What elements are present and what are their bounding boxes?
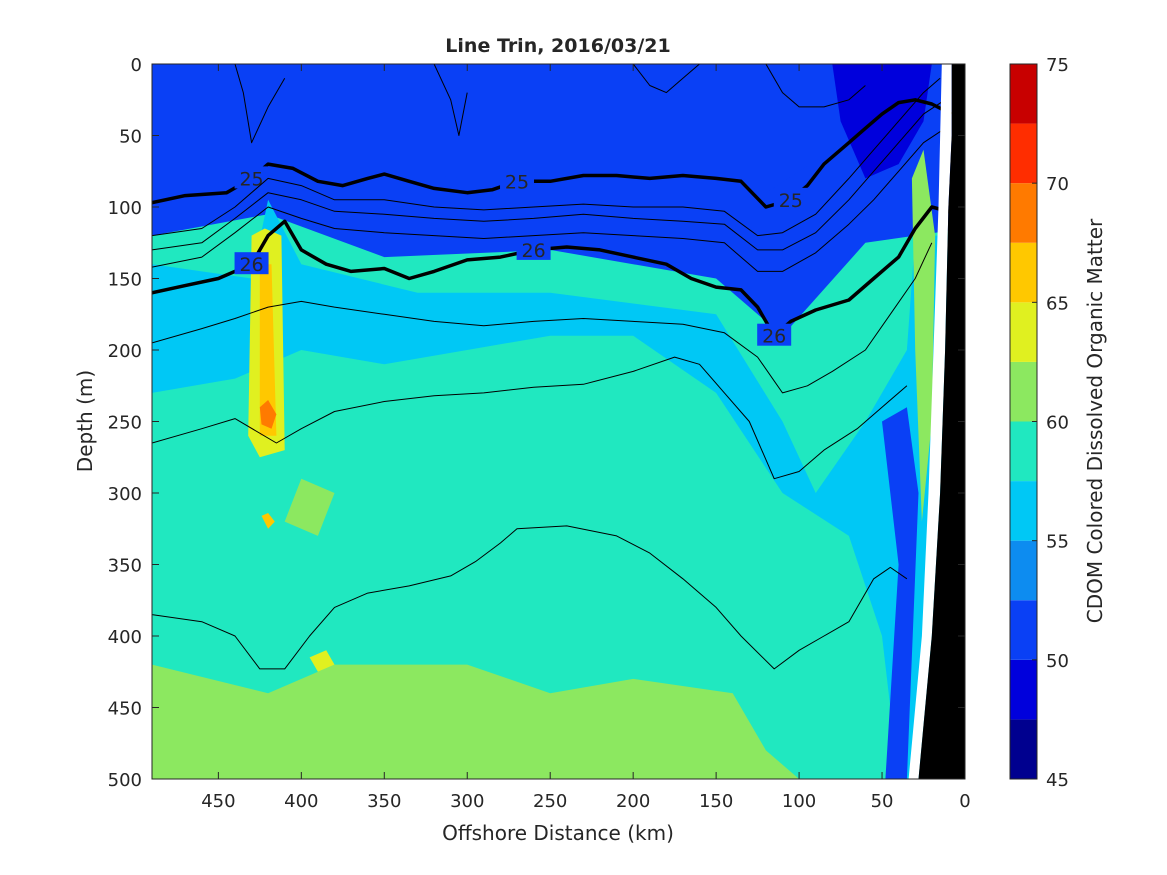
contour-fill-region-1 — [152, 64, 866, 207]
colorbar — [1010, 64, 1037, 779]
contour-fill-region-5 — [152, 664, 800, 779]
x-tick-label: 450 — [201, 791, 235, 812]
contour-label-bg — [500, 169, 535, 192]
contour-line-3 — [152, 99, 946, 251]
contour-fill-region-11 — [261, 513, 275, 529]
x-tick-label: 350 — [367, 791, 401, 812]
colorbar-tick-label: 75 — [1046, 55, 1069, 76]
contour-label-1-0: 26 — [239, 254, 263, 276]
x-tick-label: 200 — [616, 791, 650, 812]
contour-line-10 — [632, 64, 700, 94]
y-tick-label: 100 — [108, 198, 142, 219]
x-tick-label: 0 — [959, 791, 970, 812]
x-axis-label: Offshore Distance (km) — [442, 821, 674, 845]
contour-line-5 — [152, 242, 933, 394]
colorbar-band-8 — [1010, 242, 1037, 303]
colorbar-tick-label: 70 — [1046, 174, 1069, 195]
contour-label-bg — [516, 237, 551, 260]
contour-label-1-2: 26 — [762, 326, 786, 348]
contour-fill-region-10 — [259, 400, 277, 429]
colorbar-band-7 — [1010, 302, 1037, 362]
y-tick-label: 250 — [108, 413, 142, 434]
contour-label-bg — [234, 166, 269, 189]
contour-label-bg — [234, 252, 269, 275]
colorbar-tick-label: 50 — [1046, 651, 1069, 672]
coast-gap — [908, 64, 952, 779]
y-tick-label: 400 — [108, 627, 142, 648]
contour-line-0 — [152, 98, 953, 209]
chart-title: Line Trin, 2016/03/21 — [445, 35, 670, 57]
y-axis-label: Depth (m) — [73, 370, 97, 472]
colorbar-band-9 — [1010, 183, 1037, 243]
y-tick-label: 500 — [108, 770, 142, 791]
contour-label-bg — [757, 323, 792, 346]
contour-fill-region-13 — [911, 149, 936, 522]
y-tick-label: 200 — [108, 341, 142, 362]
contour-line-8 — [234, 64, 286, 144]
contour-label-0-0: 25 — [239, 168, 263, 190]
colorbar-tick-label: 45 — [1046, 770, 1069, 791]
x-tick-label: 50 — [871, 791, 894, 812]
contour-label-bg — [773, 187, 808, 210]
bathymetry-mask — [918, 64, 965, 779]
x-tick-label: 300 — [450, 791, 484, 812]
contour-line-4 — [152, 127, 946, 272]
y-tick-label: 450 — [108, 699, 142, 720]
contour-line-11 — [765, 64, 866, 108]
contour-line-7 — [152, 525, 908, 670]
x-tick-label: 100 — [782, 791, 816, 812]
contour-fill-region-12 — [882, 407, 919, 779]
y-tick-label: 150 — [108, 270, 142, 291]
colorbar-band-4 — [1010, 481, 1037, 541]
colorbar-band-10 — [1010, 123, 1037, 184]
y-tick-label: 0 — [131, 55, 142, 76]
bathymetry-layer — [908, 64, 965, 779]
y-tick-label: 350 — [108, 556, 142, 577]
colorbar-tick-label: 60 — [1046, 413, 1069, 434]
contour-line-9 — [433, 64, 468, 136]
colorbar-ticks: 45 50 55 60 65 70 75 — [1032, 55, 1069, 791]
contour-fill-region-6 — [284, 478, 335, 536]
contour-line-6 — [152, 356, 908, 480]
contour-label-1-1: 26 — [522, 240, 546, 262]
colorbar-band-11 — [1010, 64, 1037, 124]
y-axis-ticks: 0 50 100 150 200 250 300 350 400 450 500 — [108, 55, 965, 791]
x-axis-ticks: 450 400 350 300 250 200 150 100 50 0 — [201, 64, 971, 812]
colorbar-band-0 — [1010, 719, 1037, 779]
colorbar-band-1 — [1010, 659, 1037, 720]
colorbar-label: CDOM Colored Dissolved Organic Matter — [1083, 218, 1107, 623]
y-tick-label: 300 — [108, 484, 142, 505]
contour-line-2 — [152, 77, 941, 237]
colorbar-tick-label: 65 — [1046, 293, 1069, 314]
y-tick-label: 50 — [119, 127, 142, 148]
x-tick-label: 150 — [699, 791, 733, 812]
contour-lines: 25 25 25 26 26 26 — [152, 64, 963, 670]
colorbar-band-6 — [1010, 361, 1037, 422]
colorbar-band-2 — [1010, 600, 1037, 660]
colorbar-band-3 — [1010, 540, 1037, 601]
contour-line-1 — [152, 205, 963, 338]
contour-fill-region-9 — [259, 264, 277, 436]
colorbar-tick-label: 55 — [1046, 532, 1069, 553]
contour-fills — [152, 64, 965, 779]
contour-fill-region-7 — [309, 650, 335, 672]
contour-label-0-1: 25 — [505, 171, 529, 193]
colorbar-band-5 — [1010, 421, 1037, 482]
contour-label-0-2: 25 — [779, 190, 803, 212]
x-tick-label: 400 — [284, 791, 318, 812]
x-tick-label: 250 — [533, 791, 567, 812]
